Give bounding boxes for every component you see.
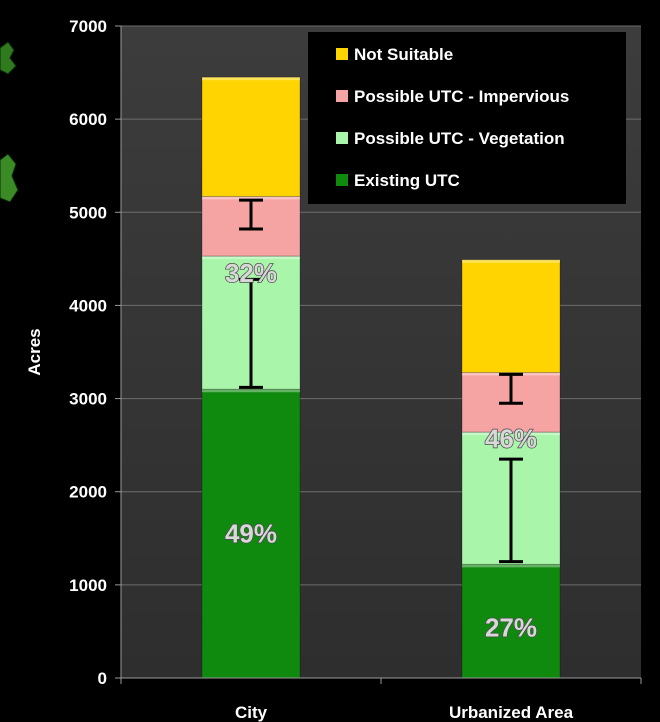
legend-swatch: [336, 90, 348, 102]
legend-swatch: [336, 174, 348, 186]
legend-item: Not Suitable: [336, 45, 453, 64]
y-tick-label: 4000: [69, 296, 107, 315]
y-tick-label: 7000: [69, 17, 107, 36]
y-tick-label: 3000: [69, 390, 107, 409]
percent-label: 46%: [485, 424, 537, 454]
legend: [308, 32, 626, 204]
legend-label: Not Suitable: [354, 45, 453, 64]
legend-label: Possible UTC - Impervious: [354, 87, 569, 106]
percent-label: 49%: [225, 519, 277, 549]
y-axis-label: Acres: [25, 328, 44, 375]
y-tick-label: 2000: [69, 483, 107, 502]
legend-swatch: [336, 48, 348, 60]
bar-segment: [201, 76, 301, 197]
error-bar: [499, 372, 523, 405]
y-tick-label: 5000: [69, 203, 107, 222]
error-bar: [239, 277, 263, 389]
legend-item: Possible UTC - Impervious: [336, 87, 569, 106]
bar-segment: [461, 563, 561, 679]
y-tick-label: 0: [98, 669, 107, 688]
legend-item: Possible UTC - Vegetation: [336, 129, 565, 148]
legend-swatch: [336, 132, 348, 144]
legend-label: Possible UTC - Vegetation: [354, 129, 565, 148]
percent-label: 32%: [225, 258, 277, 288]
y-tick-label: 1000: [69, 576, 107, 595]
error-bar: [239, 198, 263, 231]
legend-item: Existing UTC: [336, 171, 460, 190]
error-bar: [499, 457, 523, 564]
decorative-tree-icon: [0, 41, 19, 203]
y-tick-label: 6000: [69, 110, 107, 129]
x-tick-label: Urbanized Area: [449, 703, 574, 722]
legend-label: Existing UTC: [354, 171, 460, 190]
percent-label: 27%: [485, 613, 537, 643]
x-tick-label: City: [235, 703, 268, 722]
bar-segment: [461, 259, 561, 373]
